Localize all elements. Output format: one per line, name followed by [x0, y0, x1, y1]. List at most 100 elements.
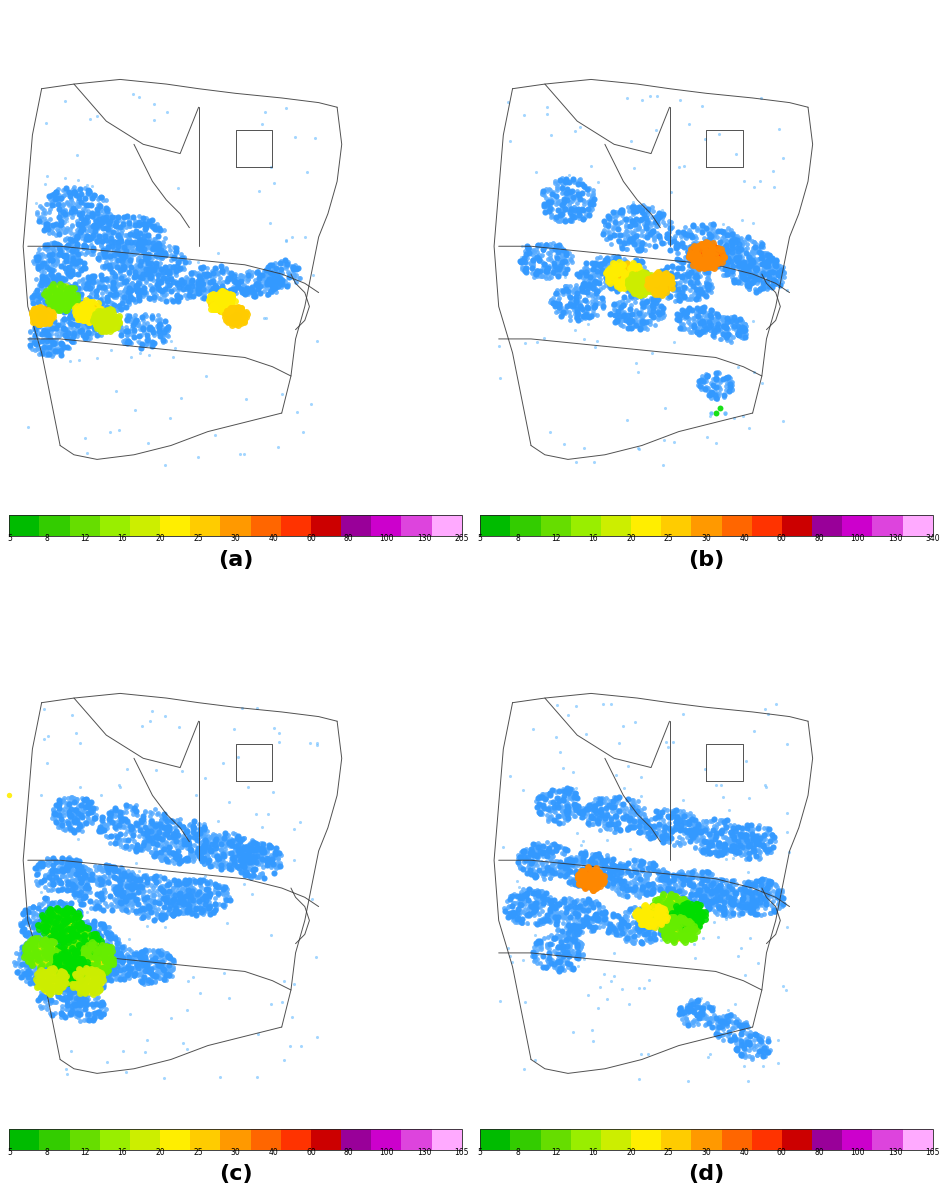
Point — [101, 863, 116, 882]
Point — [52, 927, 67, 946]
Point — [610, 791, 625, 810]
Point — [189, 884, 204, 903]
Point — [202, 872, 217, 891]
Point — [78, 981, 93, 1000]
Point — [62, 950, 77, 969]
Point — [526, 852, 541, 871]
Point — [38, 916, 53, 936]
Point — [122, 282, 138, 301]
Point — [20, 940, 35, 960]
Point — [28, 949, 43, 968]
Point — [257, 845, 272, 864]
Point — [614, 885, 629, 904]
Point — [651, 806, 666, 825]
Point — [690, 272, 705, 291]
Point — [636, 285, 651, 304]
Point — [174, 903, 189, 922]
Point — [614, 206, 629, 225]
Point — [667, 915, 682, 934]
Point — [621, 819, 636, 839]
Point — [81, 952, 96, 972]
Point — [734, 897, 749, 916]
Point — [56, 284, 71, 303]
Point — [228, 305, 243, 325]
Point — [83, 304, 98, 323]
Point — [774, 882, 789, 901]
Point — [176, 817, 191, 836]
Point — [63, 800, 78, 819]
Point — [48, 924, 63, 943]
Point — [666, 274, 681, 294]
Point — [148, 963, 163, 982]
Point — [606, 860, 621, 879]
Point — [29, 948, 44, 967]
Point — [644, 906, 659, 925]
Point — [528, 951, 543, 970]
Point — [739, 836, 755, 855]
Point — [604, 871, 619, 890]
Point — [78, 952, 93, 972]
Point — [69, 946, 84, 966]
Point — [220, 289, 236, 308]
Point — [121, 964, 136, 984]
Point — [154, 944, 170, 963]
Point — [187, 872, 203, 891]
Point — [552, 813, 567, 833]
Point — [89, 946, 104, 966]
Point — [268, 276, 283, 295]
Point — [43, 992, 58, 1011]
Point — [46, 975, 61, 994]
Point — [584, 845, 599, 864]
Point — [544, 926, 559, 945]
Point — [168, 885, 183, 904]
Point — [265, 279, 280, 298]
Point — [38, 973, 53, 992]
Point — [25, 309, 41, 328]
Point — [518, 259, 533, 278]
Point — [43, 968, 58, 987]
Point — [246, 849, 261, 869]
Point — [95, 967, 110, 986]
Point — [659, 875, 674, 894]
Point — [690, 250, 705, 270]
Point — [38, 307, 53, 326]
Point — [660, 806, 675, 825]
Point — [55, 973, 70, 992]
Point — [28, 950, 43, 969]
Point — [642, 817, 658, 836]
Point — [68, 877, 83, 896]
Point — [679, 913, 694, 932]
Point — [40, 214, 55, 234]
Point — [122, 230, 137, 249]
Point — [700, 255, 715, 274]
Point — [687, 243, 702, 262]
Point — [89, 232, 105, 252]
Point — [219, 259, 234, 278]
Point — [39, 303, 54, 322]
Point — [40, 968, 55, 987]
Point — [719, 376, 734, 395]
Point — [29, 948, 44, 967]
Point — [733, 1015, 748, 1034]
Point — [251, 849, 266, 869]
Point — [64, 881, 79, 900]
Point — [611, 787, 626, 806]
Point — [695, 250, 710, 270]
Point — [267, 272, 282, 291]
Point — [89, 305, 104, 325]
Point — [643, 305, 658, 325]
Point — [646, 902, 661, 921]
Point — [52, 912, 67, 931]
Point — [623, 300, 638, 319]
Point — [697, 259, 712, 278]
Point — [568, 922, 583, 942]
Point — [228, 307, 243, 326]
Point — [216, 291, 231, 310]
Point — [726, 895, 741, 914]
Point — [128, 216, 143, 235]
Point — [272, 254, 287, 273]
Point — [719, 321, 734, 340]
Point — [613, 875, 628, 894]
Point — [80, 976, 95, 996]
Point — [152, 822, 167, 841]
